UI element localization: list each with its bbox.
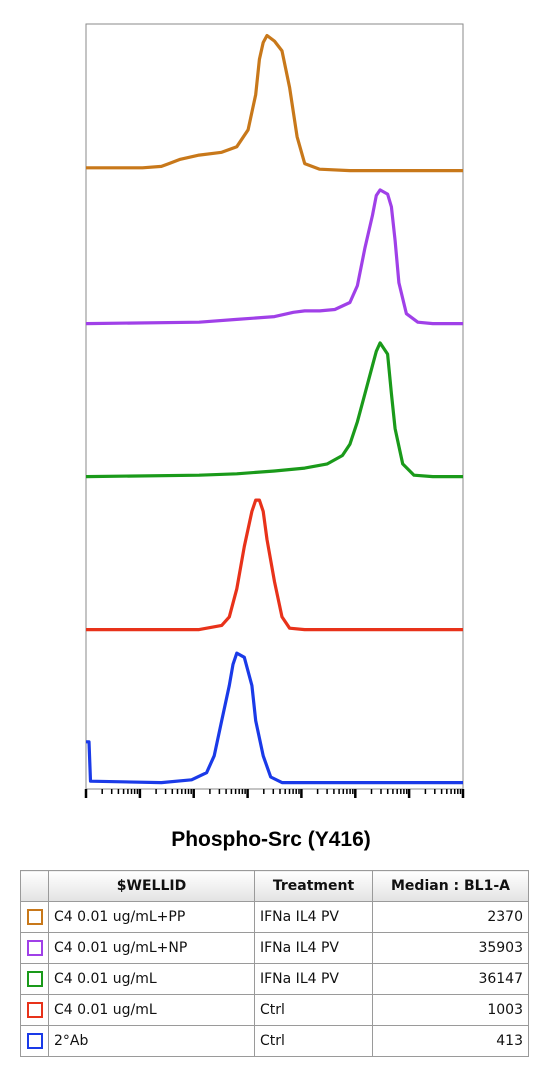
swatch-cell — [20, 932, 49, 964]
treatment-header: Treatment — [254, 870, 373, 902]
series-swatch-icon — [26, 1002, 43, 1018]
median-cell: 36147 — [372, 963, 529, 995]
series-swatch-icon — [26, 971, 43, 987]
histogram-line-3 — [85, 341, 463, 479]
swatch-header — [20, 870, 49, 902]
wellid-cell: C4 0.01 ug/mL+NP — [48, 932, 255, 964]
series-swatch-icon — [26, 1033, 43, 1049]
wellid-cell: C4 0.01 ug/mL — [48, 963, 255, 995]
legend-row: C4 0.01 ug/mL IFNa IL4 PV 36147 — [20, 963, 529, 995]
legend-row: 2°Ab Ctrl 413 — [20, 1025, 529, 1057]
median-header: Median : BL1-A — [372, 870, 529, 902]
swatch-cell — [20, 1025, 49, 1057]
wellid-cell: C4 0.01 ug/mL — [48, 994, 255, 1026]
plot-frame — [85, 23, 464, 790]
x-axis-label: Phospho-Src (Y416) — [171, 828, 371, 851]
median-cell: 35903 — [372, 932, 529, 964]
swatch-cell — [20, 963, 49, 995]
wellid-cell: C4 0.01 ug/mL+PP — [48, 901, 255, 933]
median-cell: 413 — [372, 1025, 529, 1057]
histogram-line-4 — [86, 498, 463, 632]
treatment-cell: IFNa IL4 PV — [254, 963, 373, 995]
treatment-cell: IFNa IL4 PV — [254, 901, 373, 933]
swatch-cell — [20, 901, 49, 933]
legend-row: C4 0.01 ug/mL Ctrl 1003 — [20, 994, 529, 1026]
wellid-header: $WELLID — [48, 870, 255, 902]
median-cell: 2370 — [372, 901, 529, 933]
median-cell: 1003 — [372, 994, 529, 1026]
treatment-cell: Ctrl — [254, 1025, 373, 1057]
series-swatch-icon — [26, 909, 43, 925]
legend-row: C4 0.01 ug/mL+NP IFNa IL4 PV 35903 — [20, 932, 529, 964]
swatch-cell — [20, 994, 49, 1026]
histogram-curves — [85, 33, 463, 785]
legend-row: C4 0.01 ug/mL+PP IFNa IL4 PV 2370 — [20, 901, 529, 933]
treatment-cell: IFNa IL4 PV — [254, 932, 373, 964]
legend-header-row: $WELLID Treatment Median : BL1-A — [20, 870, 529, 902]
treatment-cell: Ctrl — [254, 994, 373, 1026]
histogram-line-5 — [86, 651, 463, 785]
series-swatch-icon — [26, 940, 43, 956]
histogram-plot — [84, 23, 465, 798]
wellid-cell: 2°Ab — [48, 1025, 255, 1057]
histogram-line-1 — [86, 33, 463, 173]
legend-table: $WELLID Treatment Median : BL1-A C4 0.01… — [20, 870, 529, 1057]
histogram-line-2 — [85, 188, 463, 326]
x-axis — [84, 789, 465, 798]
